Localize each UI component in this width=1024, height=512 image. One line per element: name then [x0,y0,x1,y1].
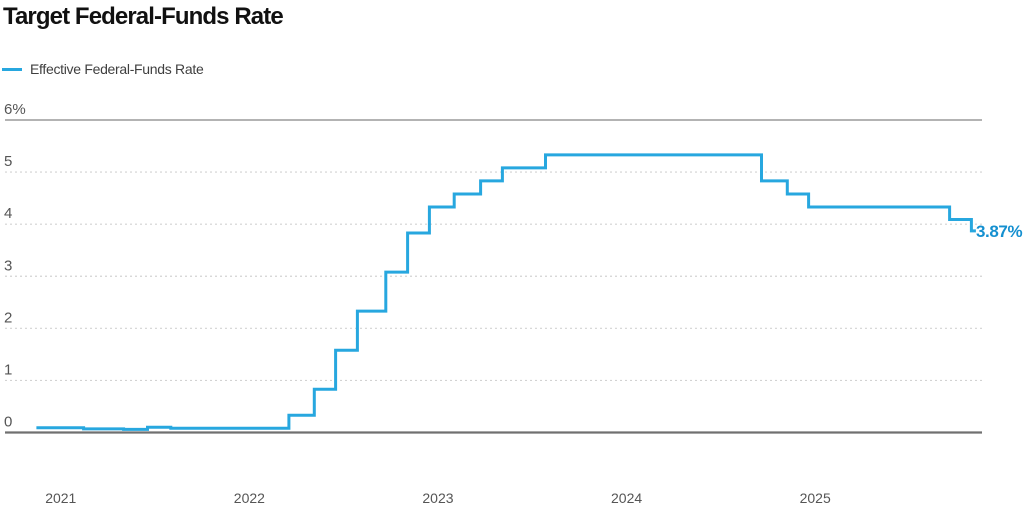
latest-rate-value-label: 3.87% [976,222,1023,241]
x-tick-label: 2022 [234,490,265,506]
legend-line-swatch-icon [2,67,22,71]
x-tick-label: 2024 [611,490,642,506]
x-tick-label: 2025 [800,490,831,506]
chart-title: Target Federal-Funds Rate [3,3,284,30]
y-tick-label: 5 [4,153,12,170]
y-tick-label: 1 [4,361,12,378]
x-tick-label: 2023 [422,490,453,506]
y-tick-label: 4 [4,205,12,222]
y-tick-label: 6% [4,101,26,118]
y-tick-label: 3 [4,257,12,274]
x-tick-label: 2021 [45,490,76,506]
y-tick-label: 0 [4,414,12,431]
legend: Effective Federal-Funds Rate [2,61,204,77]
effective-rate-line [36,153,976,431]
legend-series-label: Effective Federal-Funds Rate [30,61,204,77]
y-tick-label: 2 [4,309,12,326]
